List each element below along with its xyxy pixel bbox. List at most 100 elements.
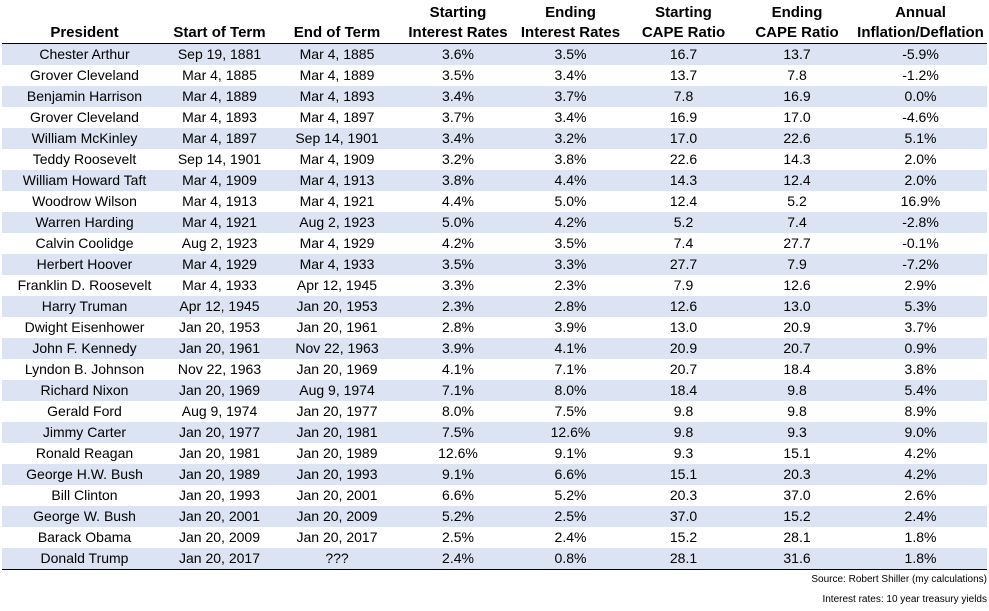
table-row: Grover Cleveland Mar 4, 1885 Mar 4, 1889 3.… [2, 65, 987, 86]
table-cell: Mar 4, 1929 [299, 235, 375, 251]
notes: Source: Robert Shiller (my calculations)… [2, 570, 987, 610]
table-row: Bill Clinton Jan 20, 1993 Jan 20, 2001 6.6%… [2, 485, 987, 506]
table-cell: Warren Harding [2, 212, 167, 233]
table-cell: Mar 4, 1893 [272, 86, 402, 107]
table-cell: Jan 20, 1981 [179, 445, 260, 461]
table-cell: 3.9% [402, 338, 514, 359]
table-row: William McKinley Mar 4, 1897 Sep 14, 1901 3… [2, 128, 987, 149]
table-cell: 5.1% [854, 128, 987, 149]
table-cell: 12.6 [627, 296, 740, 317]
table-cell: Gerald Ford [47, 403, 122, 419]
table-cell: Lyndon B. Johnson [24, 361, 145, 377]
table-cell: 9.0% [854, 422, 987, 443]
table-row: Grover Cleveland Mar 4, 1893 Mar 4, 1897 3.… [2, 107, 987, 128]
table-cell: -4.6% [902, 109, 939, 125]
header-cell: Ending Interest Rates [514, 0, 627, 44]
table-cell: 28.1 [783, 529, 811, 545]
table-cell: 22.6 [740, 128, 854, 149]
table-cell: 4.2% [514, 212, 627, 233]
table-cell: Jan 20, 1961 [296, 319, 378, 335]
table-cell: Sep 19, 1881 [167, 43, 272, 65]
table-cell: 7.4 [673, 235, 694, 251]
table-cell: 2.3% [554, 277, 587, 293]
table-cell: 0.0% [854, 86, 987, 107]
table-cell: 3.3% [442, 277, 474, 293]
table-cell: Mar 4, 1897 [299, 109, 375, 125]
table-cell: 8.0% [442, 403, 474, 419]
table-cell: 3.5% [402, 254, 514, 275]
table-cell: 6.6% [442, 487, 474, 503]
table-cell: Benjamin Harrison [2, 86, 167, 107]
table-cell: 20.7 [669, 361, 698, 377]
table-cell: 2.8% [514, 296, 627, 317]
table-row: Richard Nixon Jan 20, 1969 Aug 9, 1974 7.1%… [2, 380, 987, 401]
table-cell: 7.9 [740, 254, 854, 275]
table-cell: Nov 22, 1963 [272, 338, 402, 359]
table-cell: 3.8% [402, 170, 514, 191]
table-cell: Jan 20, 1977 [167, 422, 272, 443]
table-row: George H.W. Bush Jan 20, 1989 Jan 20, 1993… [2, 464, 987, 485]
table-cell: Mar 4, 1913 [272, 170, 402, 191]
table-cell: 2.0% [904, 151, 937, 167]
table-cell: 6.6% [514, 464, 627, 485]
header-cell: Annual Inflation/Deflation [854, 0, 987, 44]
table-cell: 20.3 [669, 487, 698, 503]
table-cell: Aug 2, 1923 [272, 212, 402, 233]
table-row: Warren Harding Mar 4, 1921 Aug 2, 1923 5.0%… [2, 212, 987, 233]
table-cell: 7.1% [554, 361, 587, 377]
table-row: Barack Obama Jan 20, 2009 Jan 20, 2017 2.5%… [2, 527, 987, 548]
table-cell: 3.3% [514, 254, 627, 275]
table-cell: 3.7% [514, 86, 627, 107]
table-cell: 2.5% [442, 529, 474, 545]
table-cell: 3.5% [554, 235, 587, 251]
table-cell: Aug 9, 1974 [181, 403, 258, 419]
table-cell: Jan 20, 1989 [296, 445, 378, 461]
table-row: Jimmy Carter Jan 20, 1977 Jan 20, 1981 7.5%… [2, 422, 987, 443]
table-cell: Mar 4, 1897 [167, 128, 272, 149]
table-cell: 0.8% [514, 548, 627, 570]
table-cell: 2.6% [904, 487, 937, 503]
table-cell: 3.8% [554, 151, 587, 167]
table-cell: 15.2 [669, 529, 698, 545]
table-cell: 2.4% [402, 548, 514, 570]
table-row: Chester Arthur Sep 19, 1881 Mar 4, 1885 3.6… [2, 43, 987, 65]
table-row: Teddy Roosevelt Sep 14, 1901 Mar 4, 1909 3.… [2, 149, 987, 170]
table-row: Benjamin Harrison Mar 4, 1889 Mar 4, 1893 3… [2, 86, 987, 107]
table-cell: 4.1% [442, 361, 474, 377]
table-cell: 20.9 [627, 338, 740, 359]
table-cell: 13.0 [669, 319, 698, 335]
table-row: Gerald Ford Aug 9, 1974 Jan 20, 1977 8.0% 7.… [2, 401, 987, 422]
header-line: End of Term [293, 24, 381, 41]
table-cell: 2.4% [554, 529, 587, 545]
table-cell: Mar 4, 1909 [299, 151, 375, 167]
table-cell: 9.8 [787, 403, 807, 419]
table-row: Calvin Coolidge Aug 2, 1923 Mar 4, 1929 4.2… [2, 233, 987, 254]
table-cell: Mar 4, 1885 [182, 67, 257, 83]
table-cell: 14.3 [627, 170, 740, 191]
table-cell: 9.8 [627, 422, 740, 443]
header-line: President [50, 24, 119, 41]
header-line: Ending [545, 4, 596, 21]
table-cell: Jan 20, 1977 [296, 403, 378, 419]
table-cell: -5.9% [854, 43, 987, 65]
table-cell: William McKinley [2, 128, 167, 149]
table-cell: George W. Bush [2, 506, 167, 527]
table-cell: Jan 20, 2017 [167, 548, 272, 570]
table-row: Donald Trump Jan 20, 2017??? 2.4% 0.8% 28.1 3… [2, 548, 987, 570]
table-cell: Aug 9, 1974 [272, 380, 402, 401]
table-cell: Jan 20, 1953 [179, 319, 260, 335]
table-cell: 22.6 [669, 151, 698, 167]
table-cell: 7.1% [402, 380, 514, 401]
table-cell: Donald Trump [2, 548, 167, 570]
table-cell: 9.1% [402, 464, 514, 485]
header-line: Interest Rates [520, 24, 621, 41]
table-cell: 2.9% [904, 277, 937, 293]
header-line: Start of Term [173, 24, 266, 41]
header-cell: Ending CAPE Ratio [740, 0, 854, 44]
table-cell: 2.5% [514, 506, 627, 527]
table-cell: Mar 4, 1929 [167, 254, 272, 275]
table-cell: Jan 20, 1953 [272, 296, 402, 317]
table-cell: 13.0 [740, 296, 854, 317]
table-cell: 9.3 [673, 445, 694, 461]
